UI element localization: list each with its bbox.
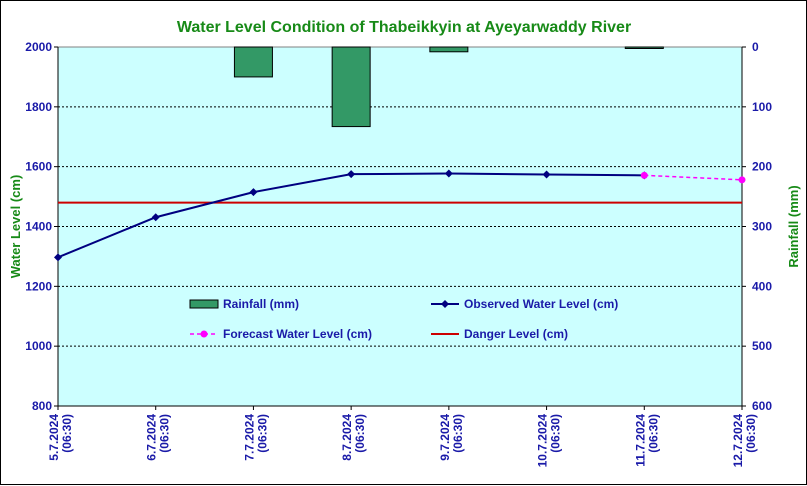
right-tick-label: 100 — [752, 100, 772, 114]
rainfall-bar — [233, 46, 273, 78]
rainfall-bar — [624, 46, 664, 49]
x-tick-label: 7.7.2024(06:30) — [242, 414, 269, 461]
x-tick-label: 8.7.2024(06:30) — [340, 414, 367, 461]
right-tick-label: 500 — [752, 339, 772, 353]
left-tick-label: 1000 — [25, 339, 52, 353]
legend-label: Forecast Water Level (cm) — [223, 327, 372, 341]
left-tick-label: 2000 — [25, 40, 52, 54]
right-tick-label: 400 — [752, 279, 772, 293]
observed-point — [347, 170, 356, 179]
x-tick-label: 6.7.2024(06:30) — [145, 414, 172, 461]
observed-point — [444, 169, 453, 178]
legend-label: Rainfall (mm) — [223, 297, 299, 311]
right-tick-label: 200 — [752, 160, 772, 174]
left-tick-label: 1600 — [25, 160, 52, 174]
x-tick-label: 12.7.2024(06:30) — [731, 414, 758, 468]
forecast-water-level-line — [644, 174, 743, 181]
x-tick-label: 9.7.2024(06:30) — [438, 414, 465, 461]
legend-rainfall-swatch — [189, 299, 219, 309]
observed-point — [249, 188, 258, 197]
legend-forecast-marker — [200, 330, 208, 338]
legend-label: Observed Water Level (cm) — [464, 297, 618, 311]
observed-point — [54, 253, 62, 262]
x-tick-label: 5.7.2024(06:30) — [47, 414, 74, 461]
legend-label: Danger Level (cm) — [464, 327, 568, 341]
rainfall-bar — [429, 46, 469, 53]
right-tick-label: 600 — [752, 399, 772, 413]
left-tick-label: 800 — [32, 399, 52, 413]
chart-title: Water Level Condition of Thabeikkyin at … — [177, 19, 631, 36]
left-tick-label: 1200 — [25, 279, 52, 293]
observed-point — [542, 170, 551, 179]
forecast-point — [640, 171, 648, 179]
right-axis-title: Rainfall (mm) — [786, 185, 801, 267]
left-axis-title: Water Level (cm) — [8, 175, 23, 279]
forecast-point — [738, 176, 746, 184]
right-tick-label: 300 — [752, 220, 772, 234]
x-tick-label: 11.7.2024(06:30) — [633, 414, 660, 467]
rainfall-bar — [331, 46, 371, 128]
left-tick-label: 1800 — [25, 100, 52, 114]
left-tick-label: 1400 — [25, 220, 52, 234]
observed-point — [151, 213, 160, 222]
right-tick-label: 0 — [752, 40, 759, 54]
legend-observed-marker — [441, 300, 449, 308]
x-tick-label: 10.7.2024(06:30) — [536, 414, 563, 468]
